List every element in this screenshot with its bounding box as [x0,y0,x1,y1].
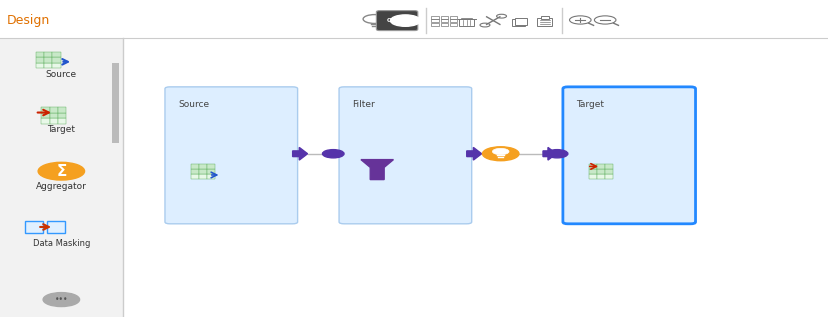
Bar [191,174,199,179]
Bar [589,169,596,174]
Circle shape [322,150,344,158]
Text: Target: Target [47,125,75,134]
Bar [207,169,214,174]
Bar [440,19,448,22]
Bar [199,169,207,174]
Bar [199,164,207,169]
Bar [440,16,448,18]
FancyArrow shape [542,147,556,160]
Bar [44,57,52,63]
Circle shape [546,150,567,158]
Bar [431,16,439,18]
Bar [596,174,604,179]
Bar [514,18,527,25]
Bar [604,174,612,179]
Bar [36,52,44,57]
Bar [191,169,199,174]
Circle shape [38,162,84,180]
Circle shape [390,15,420,26]
Bar [207,164,214,169]
Circle shape [492,148,508,155]
FancyBboxPatch shape [376,10,417,30]
Text: Filter: Filter [352,100,374,109]
Text: Σ: Σ [56,164,66,179]
Bar [50,119,58,124]
Text: Design: Design [7,14,50,27]
FancyBboxPatch shape [562,87,695,224]
Bar [50,107,58,113]
Bar [41,119,50,124]
Bar [36,57,44,63]
Text: Source: Source [46,70,77,79]
Bar [58,119,66,124]
Bar [604,164,612,169]
Bar [47,221,65,233]
FancyBboxPatch shape [165,87,297,224]
Bar [112,63,119,143]
Bar [596,169,604,174]
Bar [58,107,66,113]
Bar [450,16,457,18]
Text: Aggregator: Aggregator [36,182,87,191]
Bar [52,52,60,57]
Bar [36,63,44,68]
Text: Target: Target [575,100,604,109]
Polygon shape [360,160,393,180]
Bar [512,19,524,26]
Bar [431,19,439,22]
FancyArrow shape [292,147,307,160]
Bar [431,23,439,25]
Bar [537,18,551,26]
Bar [450,19,457,22]
Bar [589,174,596,179]
Bar [459,19,474,26]
Bar [44,52,52,57]
Circle shape [482,147,518,161]
Bar [52,63,60,68]
Bar [589,164,596,169]
Text: ON: ON [387,18,397,23]
Bar [52,57,60,63]
Bar [440,23,448,25]
Text: Data Masking: Data Masking [32,239,90,248]
Bar [41,107,50,113]
FancyBboxPatch shape [339,87,471,224]
Bar [604,169,612,174]
Bar [50,113,58,119]
Bar [41,113,50,119]
Circle shape [43,293,79,307]
Bar [25,221,43,233]
Bar [540,16,548,19]
Bar [596,164,604,169]
Bar [58,113,66,119]
Bar [123,38,828,317]
Bar [450,23,457,25]
Bar [207,174,214,179]
Bar [199,174,207,179]
FancyArrow shape [466,147,481,160]
Bar [0,38,123,317]
Text: •••: ••• [55,295,68,304]
Bar [191,164,199,169]
Bar [44,63,52,68]
Text: Source: Source [178,100,209,109]
